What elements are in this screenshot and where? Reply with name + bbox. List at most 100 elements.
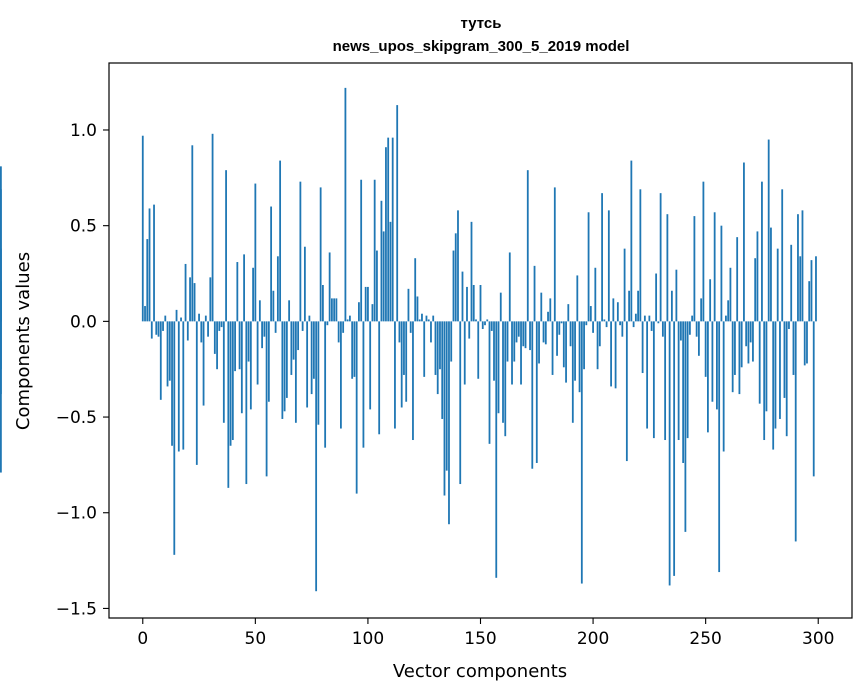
bar-253 — [711, 321, 714, 402]
bar-15 — [175, 309, 178, 322]
bar-157 — [495, 321, 498, 578]
bar-171 — [526, 170, 529, 322]
bar-290 — [794, 321, 797, 542]
bar-38 — [227, 321, 230, 488]
bar-249 — [702, 181, 705, 322]
bar-149 — [477, 321, 480, 379]
bar-undefined — [0, 321, 2, 473]
bar-227 — [652, 321, 655, 439]
bar-282 — [776, 248, 779, 322]
bar-23 — [193, 283, 196, 322]
bar-183 — [553, 187, 556, 322]
bar-180 — [547, 311, 549, 322]
bar-58 — [272, 290, 275, 322]
bar-33 — [216, 321, 218, 370]
bar-264 — [736, 237, 739, 322]
bar-269 — [747, 321, 750, 364]
bar-169 — [522, 321, 525, 347]
bar-85 — [333, 298, 336, 322]
bar-251 — [707, 321, 709, 433]
bar-275 — [761, 181, 763, 322]
y-tick-label: 0.0 — [70, 312, 97, 332]
bar-291 — [797, 214, 799, 322]
bar-211 — [616, 302, 619, 322]
bar-204 — [601, 193, 603, 322]
bar-121 — [414, 258, 417, 322]
bar-241 — [684, 321, 687, 532]
bar-0 — [141, 135, 144, 322]
bar-61 — [279, 160, 282, 322]
bar-195 — [580, 321, 583, 584]
bar-97 — [360, 179, 363, 322]
bar-221 — [639, 189, 642, 322]
bar-170 — [524, 321, 527, 349]
bar-298 — [812, 321, 815, 477]
bar-283 — [779, 321, 781, 419]
bar-178 — [542, 321, 545, 343]
y-tick-label: 1.0 — [70, 121, 97, 141]
bar-25 — [198, 313, 200, 322]
bar-271 — [752, 321, 754, 362]
bar-127 — [427, 319, 430, 322]
bar-240 — [682, 321, 685, 463]
y-tick-label: −1.0 — [56, 504, 97, 524]
y-tick-label: −1.5 — [56, 599, 97, 619]
bar-174 — [533, 265, 536, 322]
bar-7 — [157, 321, 160, 337]
bar-31 — [211, 133, 214, 322]
bar-145 — [468, 321, 471, 339]
bar-209 — [612, 298, 615, 322]
bar-94 — [353, 321, 356, 377]
bar-184 — [556, 321, 558, 356]
bar-78 — [317, 321, 320, 425]
bar-285 — [783, 321, 786, 398]
bar-8 — [159, 321, 162, 400]
bar-201 — [594, 267, 597, 322]
bar-82 — [326, 321, 329, 326]
bar-294 — [803, 321, 806, 366]
bar-277 — [765, 321, 768, 412]
x-tick-label: 150 — [464, 629, 496, 649]
bar-60 — [276, 256, 279, 322]
bar-260 — [727, 300, 730, 322]
bar-196 — [583, 321, 585, 370]
bar-158 — [497, 321, 500, 414]
bar-293 — [801, 210, 804, 322]
bar-228 — [655, 273, 658, 322]
x-tick-label: 250 — [689, 629, 721, 649]
bar-261 — [729, 267, 732, 322]
bar-104 — [376, 250, 378, 322]
bar-118 — [407, 288, 410, 322]
bar-287 — [788, 321, 790, 330]
bar-292 — [799, 256, 802, 322]
bar-254 — [713, 212, 716, 322]
bar-185 — [558, 321, 561, 335]
bar-154 — [488, 321, 491, 444]
bar-73 — [306, 321, 309, 408]
bar-55 — [265, 321, 268, 477]
bar-86 — [335, 298, 338, 322]
bar-199 — [589, 306, 592, 322]
bar-44 — [240, 321, 243, 414]
y-tick-label: −0.5 — [56, 408, 97, 428]
bar-90 — [344, 87, 347, 322]
x-tick-label: 50 — [245, 629, 267, 649]
bar-100 — [367, 286, 369, 322]
bar-143 — [463, 321, 466, 385]
bar-141 — [459, 321, 462, 485]
bar-114 — [398, 321, 401, 343]
bar-200 — [592, 321, 594, 333]
bar-296 — [808, 281, 811, 322]
bar-111 — [391, 137, 394, 322]
bar-173 — [531, 321, 534, 469]
bar-53 — [261, 321, 264, 349]
bar-267 — [743, 162, 745, 322]
bar-247 — [697, 321, 700, 356]
bar-36 — [222, 321, 225, 423]
bar-74 — [308, 315, 311, 322]
x-tick-label: 200 — [577, 629, 609, 649]
bar-190 — [569, 321, 572, 347]
bar-14 — [173, 321, 176, 555]
bar-235 — [670, 290, 673, 322]
